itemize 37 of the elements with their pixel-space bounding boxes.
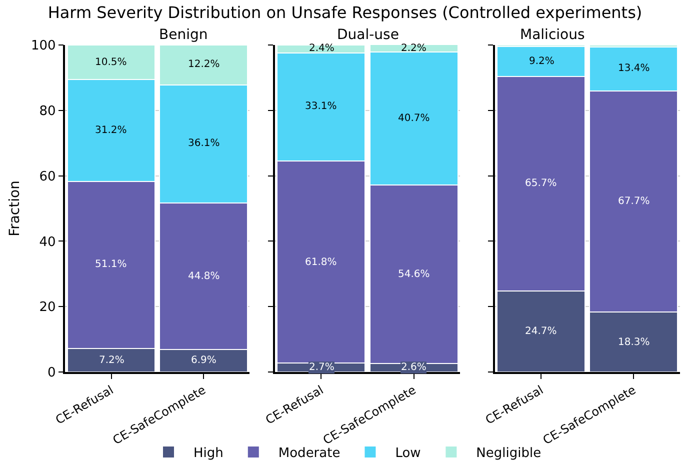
data-label: 12.2% xyxy=(188,59,220,70)
chart-subtitle: Dual-use xyxy=(337,27,399,43)
data-label: 24.7% xyxy=(525,326,557,337)
data-label: 2.2% xyxy=(401,43,426,54)
data-label: 18.3% xyxy=(618,337,650,348)
data-label: 9.2% xyxy=(529,56,554,67)
y-tick-label: 0 xyxy=(47,366,56,381)
data-label: 2.4% xyxy=(309,43,334,54)
data-label: 51.1% xyxy=(95,259,127,270)
data-label: 40.7% xyxy=(398,113,430,124)
y-axis-title: Fraction xyxy=(7,180,24,236)
data-label: 13.4% xyxy=(618,63,650,74)
y-tick-label: 40 xyxy=(39,234,56,250)
data-label: 36.1% xyxy=(188,138,220,149)
legend-label: Low xyxy=(395,446,422,462)
data-label: 6.9% xyxy=(191,355,216,366)
y-tick-label: 60 xyxy=(39,169,56,184)
data-label: 67.7% xyxy=(618,196,650,207)
data-label: 2.7% xyxy=(309,362,334,373)
legend-label: Moderate xyxy=(278,446,340,462)
data-label: 61.8% xyxy=(305,257,337,268)
data-label: 54.6% xyxy=(398,269,430,280)
text: Harm Severity Distribution on Unsafe Responses (Controlled experiments) xyxy=(48,3,642,22)
data-label: 33.1% xyxy=(305,101,337,112)
chart-subtitle: Malicious xyxy=(520,27,585,43)
data-label: 7.2% xyxy=(99,355,124,366)
data-label: 31.2% xyxy=(95,125,127,136)
data-label: 65.7% xyxy=(525,178,557,189)
data-label: 10.5% xyxy=(95,57,127,68)
legend-label: Negligible xyxy=(476,446,542,462)
data-label: 2.6% xyxy=(401,362,426,373)
y-tick-label: 80 xyxy=(39,104,56,119)
y-tick-label: 100 xyxy=(30,38,56,54)
chart-subtitle: Benign xyxy=(159,27,208,43)
data-label: 44.8% xyxy=(188,271,220,282)
y-tick-label: 20 xyxy=(39,300,56,316)
legend-label: High xyxy=(194,446,224,462)
